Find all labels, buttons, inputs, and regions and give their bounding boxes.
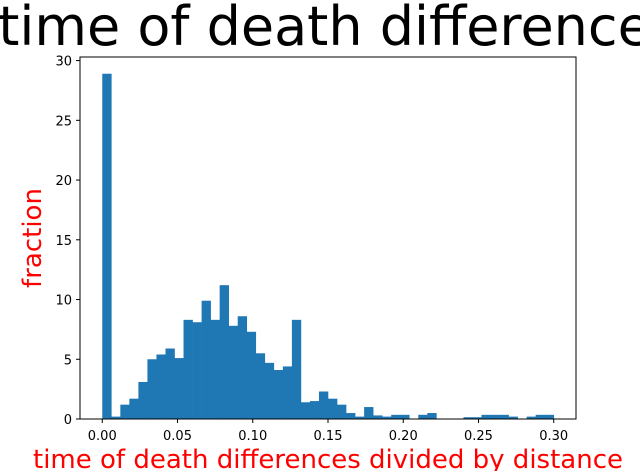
histogram-bar <box>192 322 202 419</box>
histogram-bar <box>355 416 365 419</box>
histogram-bar <box>120 404 130 419</box>
x-tick-label: 0.25 <box>464 429 493 444</box>
histogram-bar <box>472 417 482 419</box>
histogram-bar <box>174 358 184 419</box>
histogram-bar <box>228 325 239 419</box>
histogram-bar <box>427 413 437 419</box>
histogram-bar <box>282 366 293 419</box>
histogram-bar <box>526 416 536 419</box>
histogram-bar <box>183 319 193 419</box>
histogram-bar <box>364 407 374 419</box>
histogram-bar <box>201 300 211 419</box>
histogram-bar <box>463 417 473 419</box>
histogram-bar <box>255 353 266 419</box>
x-tick-label: 0.05 <box>163 429 192 444</box>
histogram-bar <box>373 415 383 419</box>
y-tick-label: 15 <box>55 234 72 249</box>
histogram-bar <box>418 414 428 419</box>
histogram-bar <box>246 331 257 419</box>
histogram-bar <box>264 362 275 419</box>
histogram-bar <box>544 414 555 419</box>
histogram-bar <box>129 398 139 419</box>
histogram-bar <box>138 381 148 419</box>
x-axis-label: time of death differences divided by dis… <box>33 445 623 471</box>
y-tick-label: 5 <box>64 353 72 368</box>
x-tick-label: 0.10 <box>238 429 267 444</box>
histogram-bar <box>156 354 166 419</box>
x-tick-label: 0.00 <box>88 429 117 444</box>
histogram-bar <box>273 370 284 419</box>
y-axis-ticks: 0 5 10 15 20 25 30 <box>55 55 80 428</box>
histogram-bar <box>337 404 347 419</box>
y-tick-label: 20 <box>55 174 72 189</box>
x-tick-label: 0.30 <box>539 429 568 444</box>
histogram-bar <box>147 359 157 419</box>
histogram-bar <box>165 348 175 419</box>
histogram-bar <box>111 416 121 419</box>
histogram-bar <box>499 414 509 419</box>
y-tick-label: 10 <box>55 294 72 309</box>
histogram-bar <box>210 319 220 419</box>
histogram-bars <box>102 73 555 419</box>
histogram-bar <box>300 402 311 419</box>
histogram-bar <box>400 414 410 419</box>
y-tick-label: 0 <box>64 413 72 428</box>
histogram-bar <box>508 416 518 419</box>
y-tick-label: 25 <box>55 114 72 129</box>
histogram-bar <box>318 391 329 419</box>
histogram-bar <box>291 319 302 419</box>
y-axis-label: fraction <box>18 188 48 288</box>
chart-title: Histogram of time of death differences b… <box>0 0 640 58</box>
x-tick-label: 0.20 <box>389 429 418 444</box>
histogram-bar <box>535 414 545 419</box>
histogram-bar <box>391 414 401 419</box>
histogram-bar <box>346 413 356 419</box>
histogram-bar <box>309 401 320 419</box>
histogram-bar <box>490 414 500 419</box>
x-axis-ticks: 0.00 0.05 0.10 0.15 0.20 0.25 0.30 <box>88 419 568 444</box>
y-tick-label: 30 <box>55 55 72 70</box>
histogram-bar <box>382 416 392 419</box>
histogram-bar <box>219 285 229 419</box>
x-tick-label: 0.15 <box>314 429 343 444</box>
histogram-bar <box>328 398 338 419</box>
histogram-bar <box>481 414 491 419</box>
histogram-bar <box>237 316 248 419</box>
histogram-bar <box>102 73 112 419</box>
